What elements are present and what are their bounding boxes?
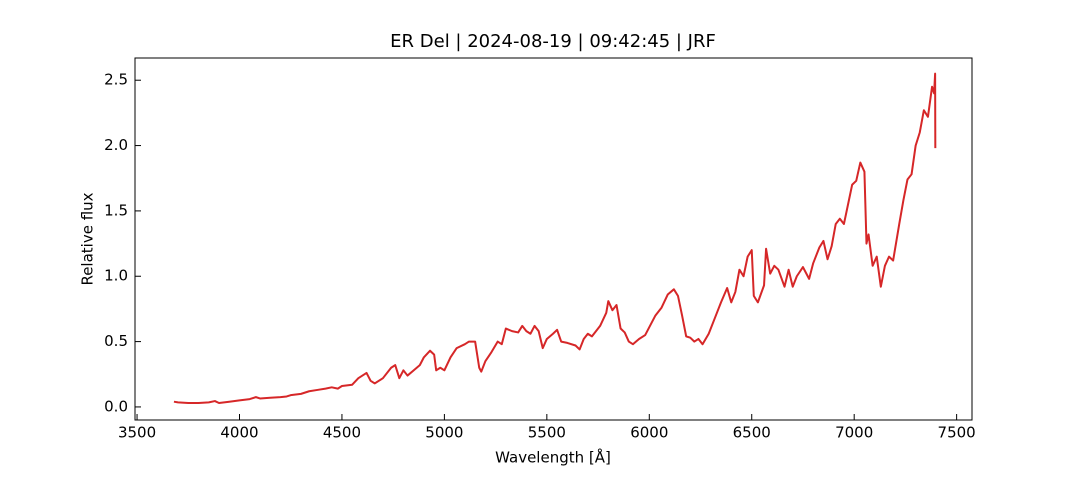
y-tick-label: 1.0 [104,267,128,285]
chart-title: ER Del | 2024-08-19 | 09:42:45 | JRF [390,31,716,52]
x-tick-label: 7000 [835,424,873,442]
y-tick-label: 2.0 [104,136,128,154]
y-axis-label: Relative flux [79,192,97,285]
x-tick-label: 6500 [733,424,771,442]
y-tick-label: 0.0 [104,397,128,415]
spectrum-line [173,72,937,405]
plot-frame [134,57,973,421]
x-tick-label: 6000 [630,424,668,442]
x-tick-label: 5000 [425,424,463,442]
x-tick-label: 3500 [118,424,156,442]
x-tick-label: 5500 [528,424,566,442]
y-tick-label: 2.5 [104,71,128,89]
x-tick-label: 4000 [220,424,258,442]
y-tick-label: 1.5 [104,201,128,219]
x-tick-label: 4500 [323,424,361,442]
x-tick-label: 7500 [938,424,976,442]
y-tick-label: 0.5 [104,332,128,350]
x-axis-label: Wavelength [Å] [495,448,611,467]
